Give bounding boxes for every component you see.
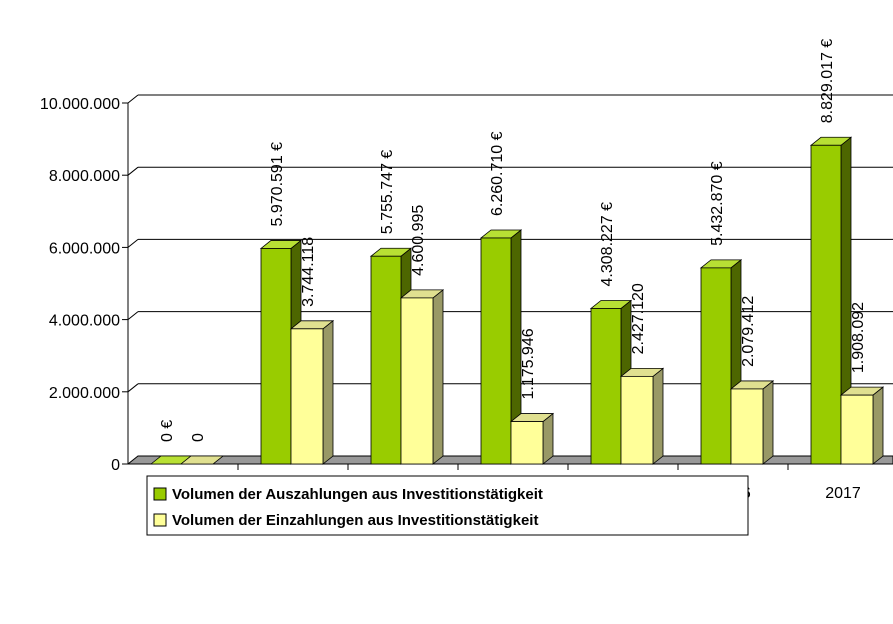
data-label: 1.908.092 xyxy=(850,302,867,373)
bar xyxy=(290,328,324,465)
grid-diag xyxy=(127,94,139,104)
bar xyxy=(620,375,654,465)
data-label: 3.744.118 xyxy=(300,237,317,307)
bar xyxy=(700,267,732,465)
x-tick-label: 2017 xyxy=(825,485,861,502)
data-label: 2.427.120 xyxy=(630,283,647,354)
bar-top xyxy=(179,455,225,465)
data-label: 2.079.412 xyxy=(740,296,757,367)
grid-diag xyxy=(127,383,139,393)
grid-diag xyxy=(127,166,139,176)
legend-label: Volumen der Auszahlungen aus Investition… xyxy=(172,486,543,503)
bar-side xyxy=(652,367,664,465)
legend-label: Volumen der Einzahlungen aus Investition… xyxy=(172,512,538,529)
bar-side xyxy=(872,386,884,465)
bar xyxy=(590,308,622,465)
data-label: 1.175.946 xyxy=(520,328,537,399)
y-tick-label: 10.000.000 xyxy=(40,96,120,113)
bar xyxy=(810,144,842,465)
legend: Volumen der Auszahlungen aus Investition… xyxy=(146,475,749,536)
bar xyxy=(510,421,544,465)
bar xyxy=(260,248,292,465)
y-tick-label: 6.000.000 xyxy=(49,240,120,257)
legend-box xyxy=(146,475,749,536)
data-label: 6.260.710 € xyxy=(489,131,506,216)
bar-side xyxy=(432,289,444,465)
bar xyxy=(480,237,512,465)
bar xyxy=(730,388,764,465)
y-tick-label: 0 xyxy=(111,457,120,474)
data-label: 5.755.747 € xyxy=(379,150,396,235)
data-label: 5.970.591 € xyxy=(269,142,286,227)
bar-side xyxy=(322,320,334,465)
legend-swatch xyxy=(153,513,167,527)
grid-diag xyxy=(127,239,139,248)
y-tick-label: 4.000.000 xyxy=(49,313,120,330)
bar xyxy=(840,394,874,465)
bar xyxy=(400,297,434,465)
data-label: 4.600.995 xyxy=(410,205,427,276)
grid-diag xyxy=(127,311,139,320)
legend-swatch xyxy=(153,487,167,501)
data-label: 5.432.870 € xyxy=(709,161,726,246)
data-label: 0 € xyxy=(159,420,176,442)
data-label: 8.829.017 € xyxy=(819,39,836,124)
data-label: 4.308.227 € xyxy=(599,202,616,287)
y-tick-label: 8.000.000 xyxy=(49,168,120,185)
data-label: 0 xyxy=(190,433,207,442)
y-tick-label: 2.000.000 xyxy=(49,385,120,402)
bar-side xyxy=(762,380,774,465)
bar-side xyxy=(542,412,554,465)
bar xyxy=(370,255,402,465)
